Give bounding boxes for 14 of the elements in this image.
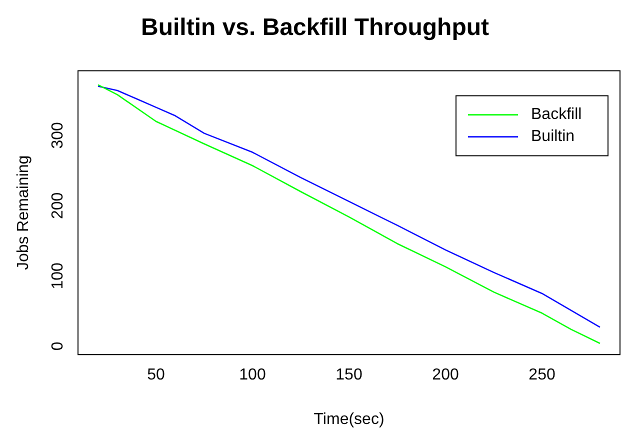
x-tick-label: 250 <box>528 366 556 384</box>
y-axis-title: Jobs Remaining <box>15 155 32 270</box>
chart-title: Builtin vs. Backfill Throughput <box>141 14 490 42</box>
y-tick-label: 200 <box>49 192 66 220</box>
y-tick-label: 300 <box>49 122 66 149</box>
y-tick-label: 100 <box>49 262 66 290</box>
legend-label: Backfill <box>531 106 582 124</box>
x-tick-label: 50 <box>147 366 165 384</box>
x-tick-label: 100 <box>239 366 266 384</box>
y-tick-label: 0 <box>49 342 66 351</box>
x-tick-label: 150 <box>336 366 362 384</box>
legend-label: Builtin <box>531 128 575 146</box>
x-tick-label: 200 <box>432 366 459 384</box>
x-axis-title: Time(sec) <box>314 410 384 428</box>
